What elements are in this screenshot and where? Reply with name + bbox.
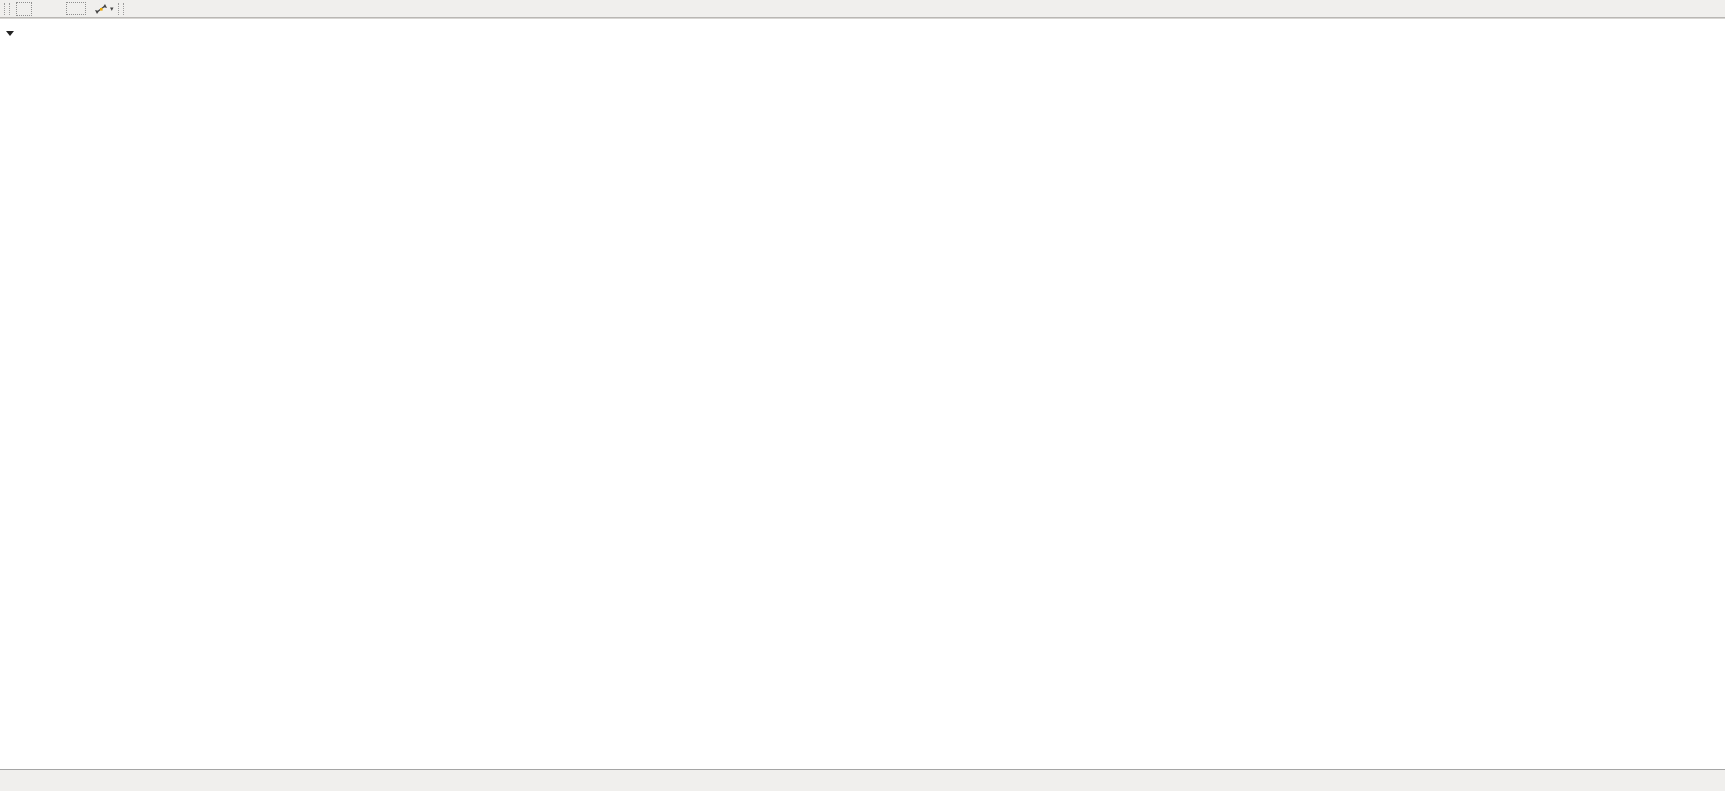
- dropdown-caret-icon[interactable]: ▾: [110, 5, 114, 13]
- diagonal-arrows-glyph: [95, 3, 107, 14]
- text-box-tool-icon[interactable]: [66, 2, 86, 15]
- collapse-triangle-icon[interactable]: [6, 31, 14, 36]
- top-toolbar: ▾: [0, 0, 1725, 18]
- symbol-tab-bar: [0, 769, 1725, 791]
- toolbar-grip[interactable]: [4, 2, 10, 15]
- toolbar-grip-2[interactable]: [117, 2, 124, 15]
- grid-f-icon[interactable]: [16, 1, 32, 16]
- arrow-objects-icon[interactable]: [94, 3, 108, 15]
- chart-canvas[interactable]: [0, 0, 1725, 769]
